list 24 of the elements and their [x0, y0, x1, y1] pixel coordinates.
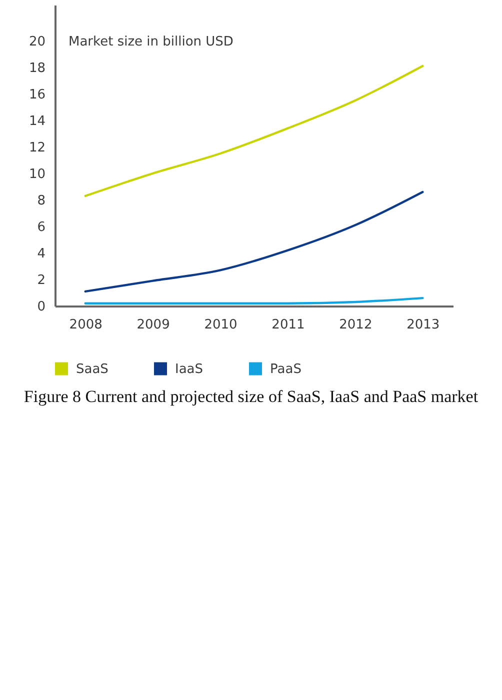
x-tick-label: 2011: [272, 318, 305, 332]
y-tick-label: 12: [28, 140, 46, 156]
y-tick-label: 8: [37, 193, 46, 208]
legend-label: PaaS: [270, 362, 302, 377]
y-tick-label: 0: [37, 300, 46, 314]
y-tick-label: 14: [28, 114, 46, 129]
legend-label: IaaS: [175, 362, 204, 377]
y-axis-title: Market size in billion USD: [68, 34, 234, 50]
y-tick-label: 10: [28, 166, 46, 182]
y-tick-label: 2: [37, 272, 46, 288]
y-tick-label: 6: [37, 220, 46, 235]
caption: Figure 8 Current and projected size of SaaS, IaaS and PaaS market: [24, 387, 478, 406]
x-tick-label: 2008: [69, 318, 102, 332]
y-tick-label: 16: [28, 87, 46, 102]
y-tick-label: 20: [28, 34, 46, 50]
line-series: [84, 64, 424, 198]
line-series: [84, 190, 424, 293]
y-tick-label: 18: [28, 60, 46, 76]
x-tick-label: 2010: [204, 318, 238, 332]
x-tick-label: 2013: [406, 318, 440, 332]
y-tick-label: 4: [37, 246, 46, 262]
x-tick-label: 2012: [339, 318, 372, 332]
legend-label: SaaS: [76, 362, 108, 377]
x-tick-label: 2009: [136, 318, 170, 332]
